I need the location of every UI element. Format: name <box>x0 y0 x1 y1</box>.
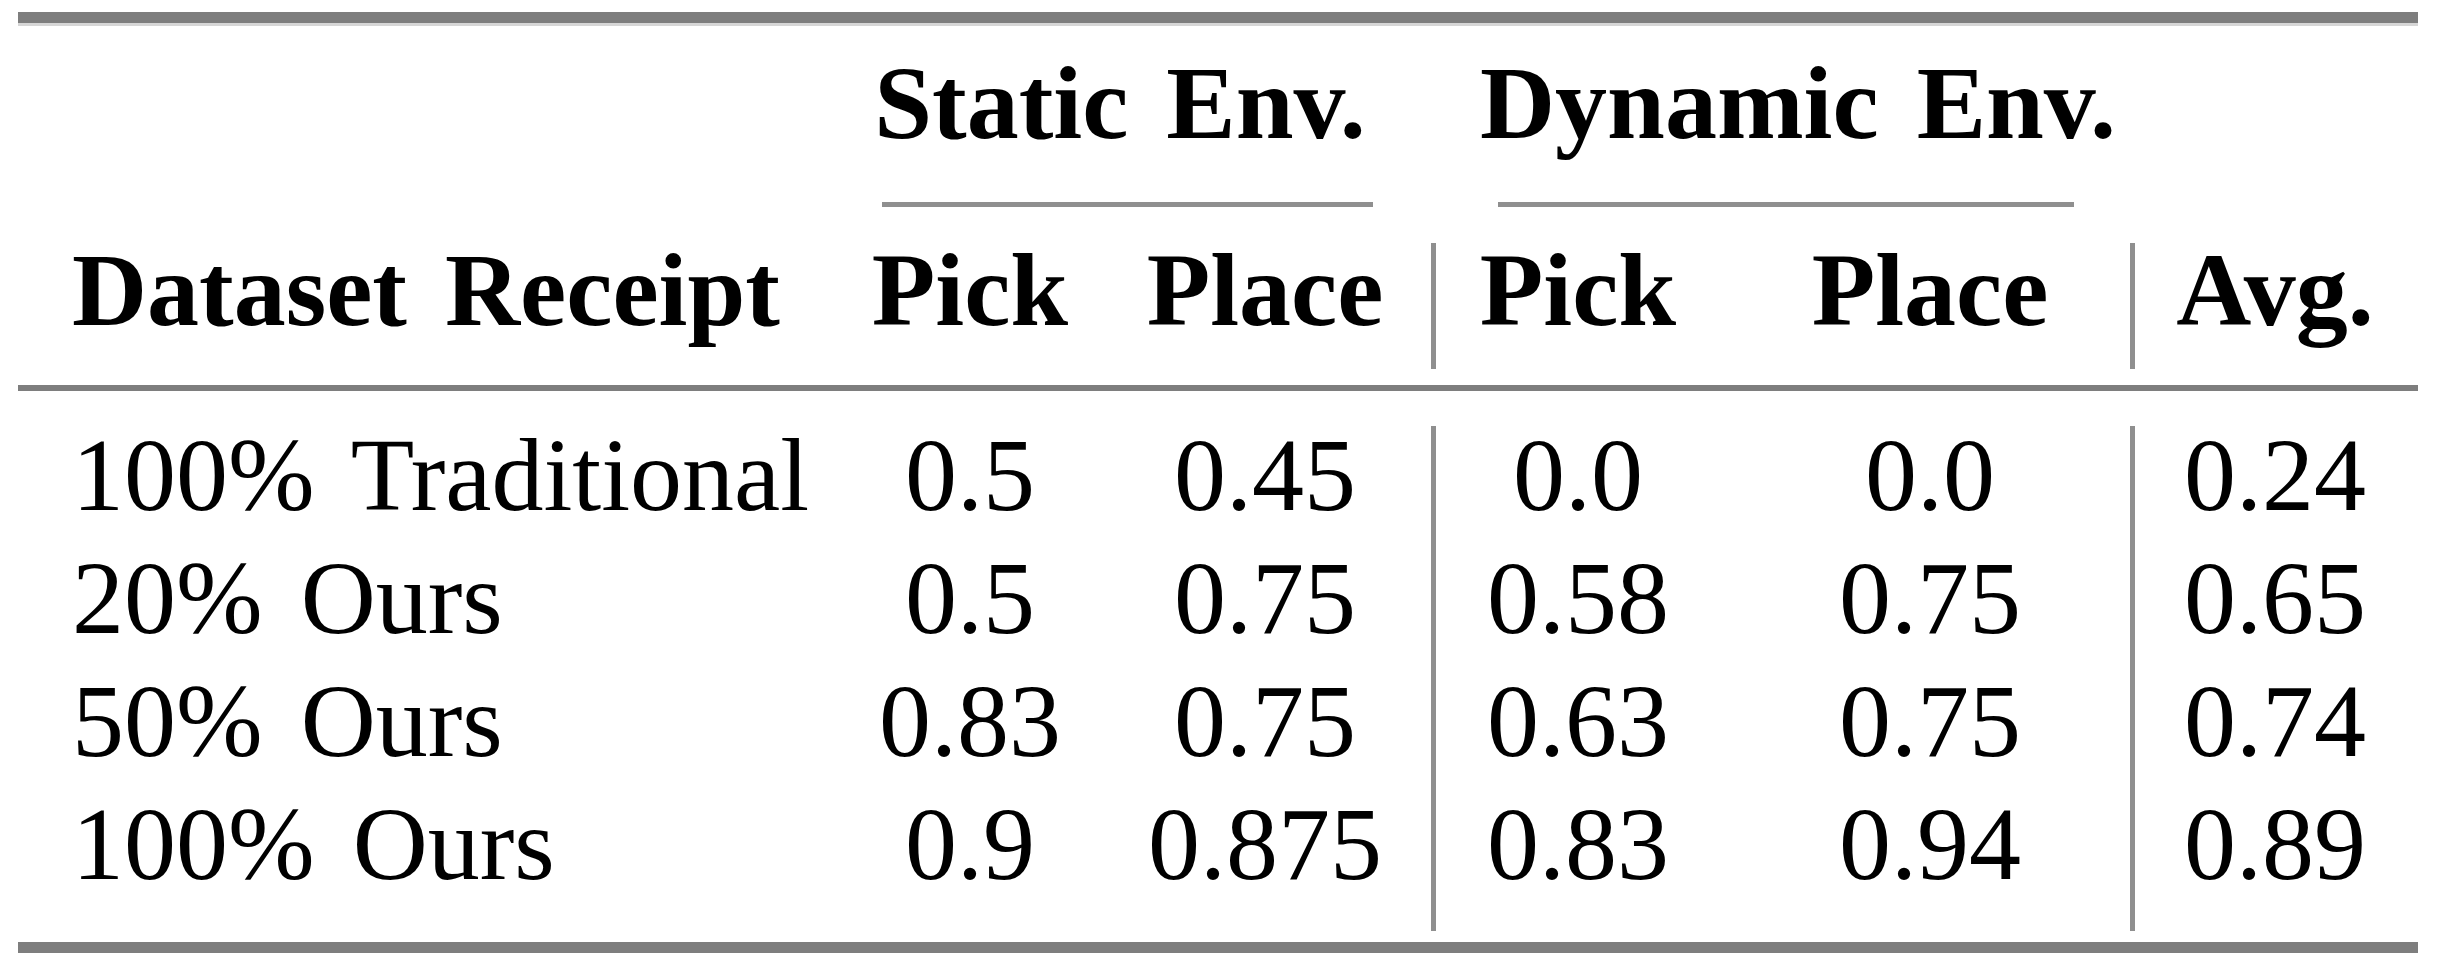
cell-static-pick: 0.9 <box>845 792 1095 896</box>
cell-avg: 0.24 <box>2160 423 2390 527</box>
column-separator-2-header <box>2130 243 2135 369</box>
row-label: 50% Ours <box>72 669 503 773</box>
column-header-dynamic-place: Place <box>1810 238 2050 342</box>
column-header-static-pick: Pick <box>845 238 1095 342</box>
row-label: 100% Ours <box>72 792 555 896</box>
cell-static-pick: 0.5 <box>845 546 1095 650</box>
cell-dynamic-pick: 0.58 <box>1458 546 1698 650</box>
cell-static-pick: 0.83 <box>845 669 1095 773</box>
cell-avg: 0.89 <box>2160 792 2390 896</box>
cell-dynamic-place: 0.75 <box>1810 546 2050 650</box>
cell-dynamic-pick: 0.63 <box>1458 669 1698 773</box>
column-separator-2-body <box>2130 426 2135 931</box>
row-label: 100% Traditional <box>72 423 809 527</box>
top-rule <box>18 12 2418 26</box>
paper-results-table: Static Env. Dynamic Env. Dataset Receipt… <box>0 0 2440 966</box>
cell-static-place: 0.75 <box>1140 546 1390 650</box>
column-header-dynamic-pick: Pick <box>1458 238 1698 342</box>
row-label: 20% Ours <box>72 546 503 650</box>
column-header-static-place: Place <box>1140 238 1390 342</box>
cell-static-place: 0.45 <box>1140 423 1390 527</box>
cell-dynamic-pick: 0.83 <box>1458 792 1698 896</box>
header-divider-rule <box>18 385 2418 391</box>
column-separator-1-header <box>1431 243 1436 369</box>
cell-dynamic-place: 0.0 <box>1810 423 2050 527</box>
bottom-rule <box>18 942 2418 953</box>
cell-avg: 0.74 <box>2160 669 2390 773</box>
column-header-dataset-receipt: Dataset Receipt <box>72 238 780 342</box>
cell-avg: 0.65 <box>2160 546 2390 650</box>
column-separator-1-body <box>1431 426 1436 931</box>
cell-static-place: 0.875 <box>1140 792 1390 896</box>
cmidrule-dynamic-env <box>1498 202 2074 207</box>
cmidrule-static-env <box>882 202 1373 207</box>
group-header-static-env: Static Env. <box>840 51 1400 155</box>
group-header-dynamic-env: Dynamic Env. <box>1480 51 2092 155</box>
cell-dynamic-place: 0.75 <box>1810 669 2050 773</box>
cell-dynamic-pick: 0.0 <box>1458 423 1698 527</box>
cell-static-pick: 0.5 <box>845 423 1095 527</box>
column-header-avg: Avg. <box>2160 238 2390 342</box>
cell-dynamic-place: 0.94 <box>1810 792 2050 896</box>
cell-static-place: 0.75 <box>1140 669 1390 773</box>
